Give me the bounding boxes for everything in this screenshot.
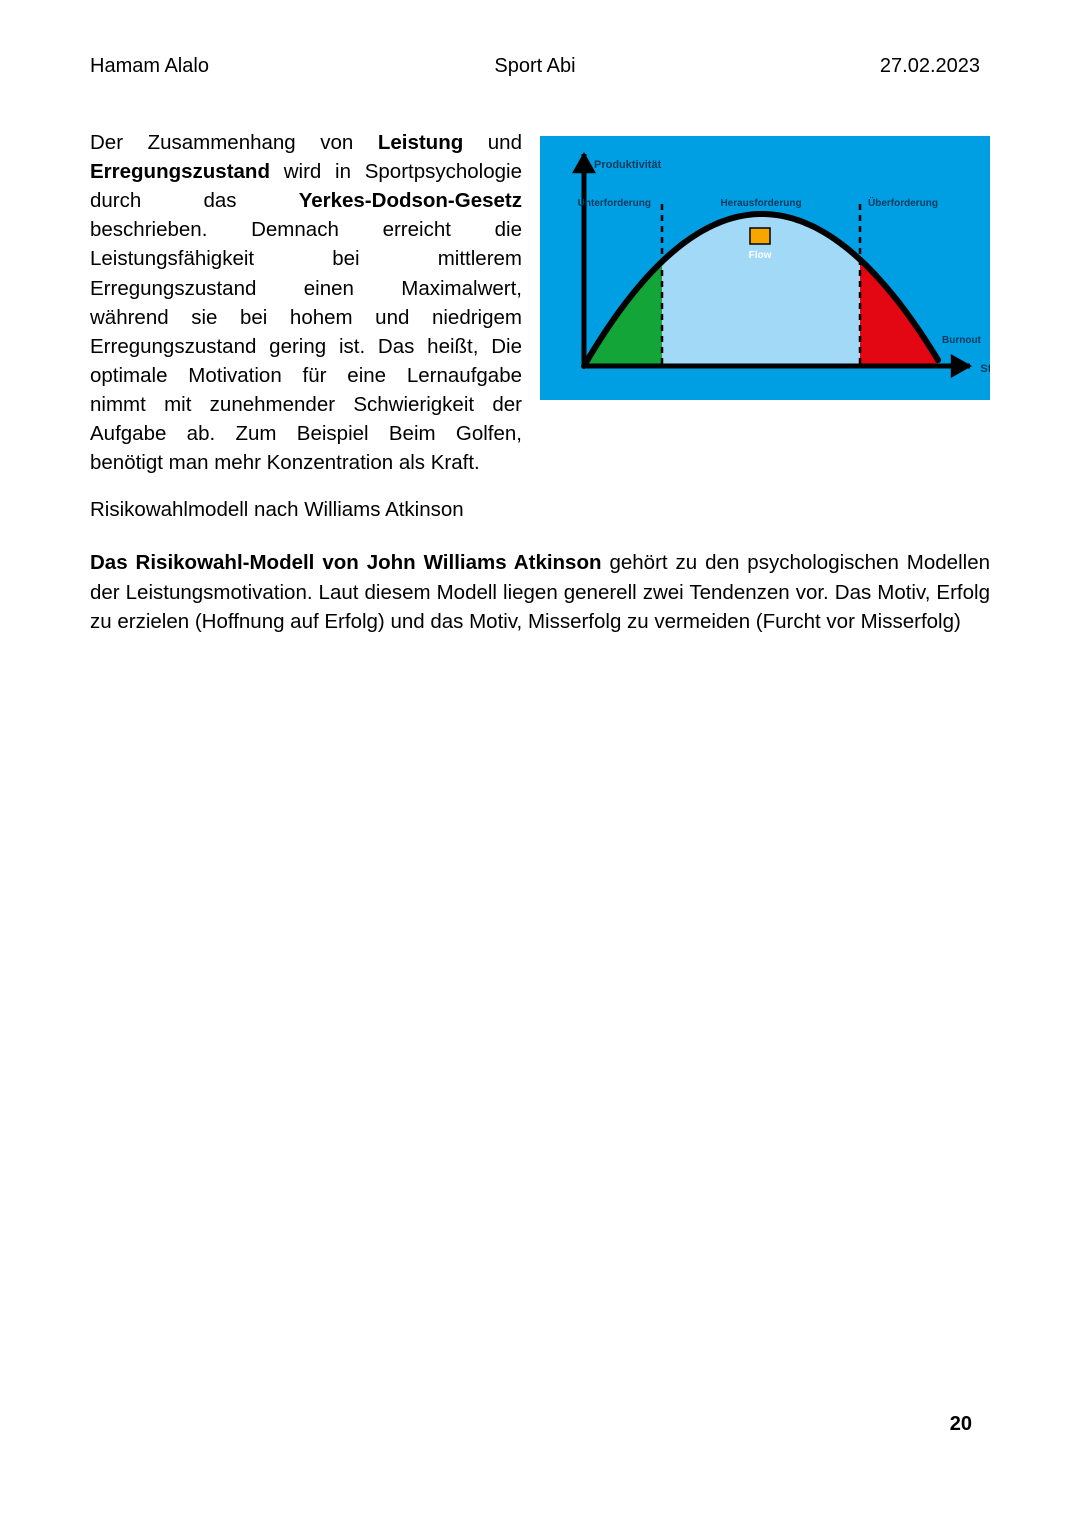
svg-text:Burnout: Burnout [942,335,982,346]
svg-text:Herausforderung: Herausforderung [720,198,801,209]
yerkes-dodson-figure: Produktivität Stress Unterforderung Herausf… [540,128,990,477]
svg-text:Überforderung: Überforderung [868,196,938,209]
p1-bold3: Yerkes-Dodson-Gesetz [299,189,522,212]
svg-text:Unterforderung: Unterforderung [578,198,651,209]
subheading: Risikowahlmodell nach Williams Atkinson [90,495,990,524]
svg-text:Produktivität: Produktivität [594,159,662,171]
page-number: 20 [950,1413,972,1436]
header-title: Sport Abi [387,55,684,78]
yerkes-dodson-chart: Produktivität Stress Unterforderung Herausf… [540,136,990,400]
p1-post: beschrieben. Demnach erreicht die Leistu… [90,218,522,474]
paragraph-2: Das Risikowahl-Modell von John Williams … [90,548,990,635]
content-row: Der Zusammenhang von Leistung und Erregu… [90,128,990,477]
svg-text:Flow: Flow [749,250,772,261]
p1-bold2: Erregungszustand [90,160,270,183]
header-date: 27.02.2023 [683,55,980,78]
svg-text:Stress: Stress [980,363,990,375]
p1-mid1: und [463,131,522,154]
p1-pre1: Der Zusammenhang von [90,131,378,154]
p2-bold: Das Risikowahl-Modell von John Williams … [90,551,602,574]
page-header: Hamam Alalo Sport Abi 27.02.2023 [90,55,990,78]
p1-bold1: Leistung [378,131,463,154]
paragraph-1: Der Zusammenhang von Leistung und Erregu… [90,128,522,477]
header-author: Hamam Alalo [90,55,387,78]
